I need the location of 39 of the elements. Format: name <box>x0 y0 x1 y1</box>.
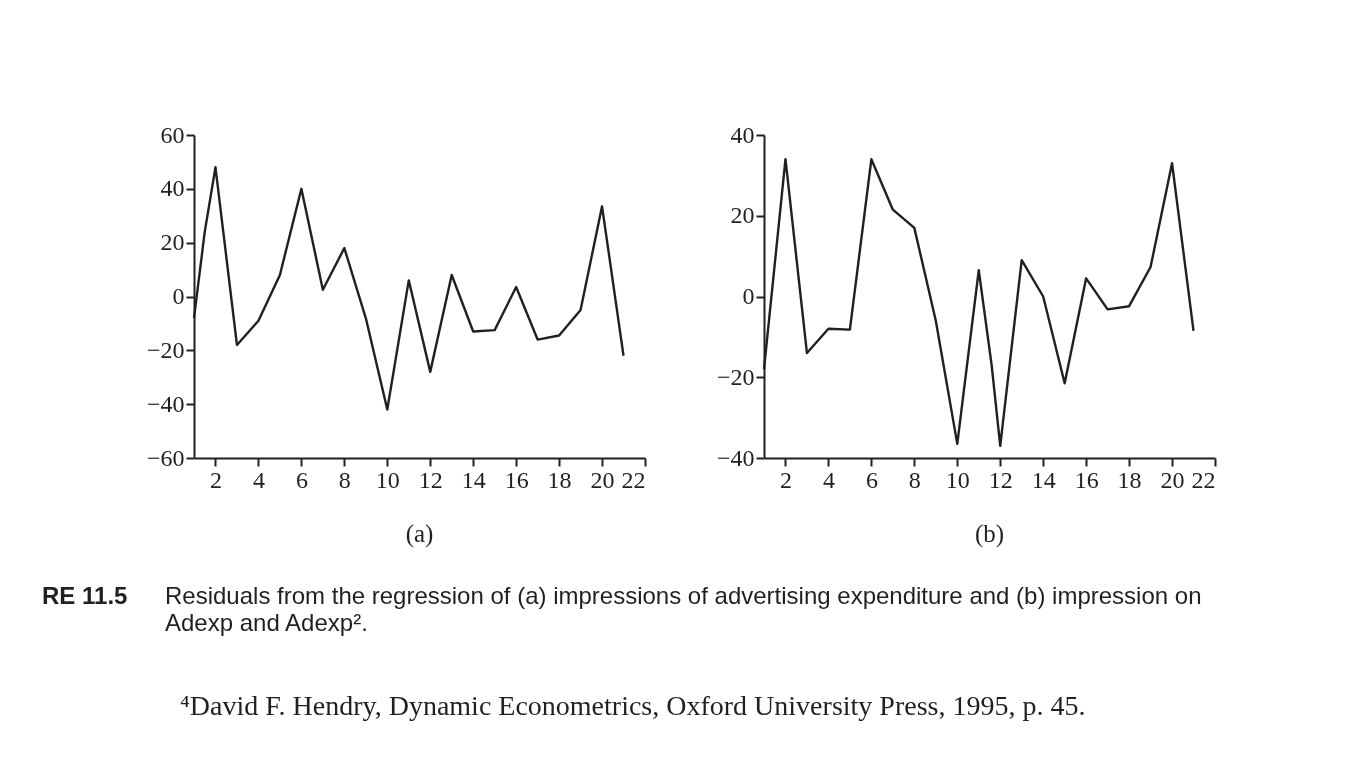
text: (b) <box>974 520 1005 548</box>
x-tick-label: 14 <box>461 466 486 493</box>
x-tick-label: 2 <box>779 466 792 493</box>
x-tick-label: 2 <box>209 466 222 493</box>
x-tick-label: 10 <box>945 466 970 493</box>
x-tick-label: 14 <box>1031 466 1056 493</box>
x-tick-label: 20 <box>590 466 615 493</box>
y-tick-label: 40 <box>160 175 185 202</box>
x-tick-label: 4 <box>822 466 835 493</box>
x-tick-label: 18 <box>547 466 572 493</box>
y-tick-label: −20 <box>146 336 185 363</box>
y-tick-label: −40 <box>716 444 755 471</box>
y-tick-label: 20 <box>160 229 185 256</box>
x-tick-label: 8 <box>908 466 921 493</box>
x-tick-label: 6 <box>865 466 878 493</box>
y-tick-label: −40 <box>146 390 185 417</box>
x-tick-label: 22 <box>621 466 646 493</box>
y-tick-label: 0 <box>172 283 185 309</box>
x-tick-label: 4 <box>252 466 265 493</box>
y-tick-label: 60 <box>160 121 185 148</box>
text: ⁴David F. Hendry, Dynamic Econometrics, Oxford University Press, 1995, p. 45. <box>180 690 1086 721</box>
x-tick-label: 22 <box>1191 466 1216 493</box>
x-tick-label: 12 <box>988 466 1013 493</box>
text: RE 11.5 <box>42 582 128 609</box>
x-tick-label: 6 <box>295 466 308 493</box>
y-tick-label: 40 <box>730 121 755 148</box>
x-tick-label: 18 <box>1117 466 1142 493</box>
x-tick-label: 20 <box>1160 466 1185 493</box>
x-tick-label: 16 <box>504 466 529 493</box>
y-tick-label: −20 <box>716 363 755 390</box>
x-tick-label: 16 <box>1074 466 1099 493</box>
x-tick-label: 8 <box>338 466 351 493</box>
text: Residuals from the regression of (a) impressions of advertising expenditure and (b) impression on Adexp and Adexp². <box>165 582 1202 636</box>
y-tick-label: 0 <box>742 283 755 309</box>
y-tick-label: 20 <box>730 202 755 229</box>
text: (a) <box>405 520 434 548</box>
x-tick-label: 10 <box>375 466 400 493</box>
y-tick-label: −60 <box>146 444 185 471</box>
x-tick-label: 12 <box>418 466 443 493</box>
